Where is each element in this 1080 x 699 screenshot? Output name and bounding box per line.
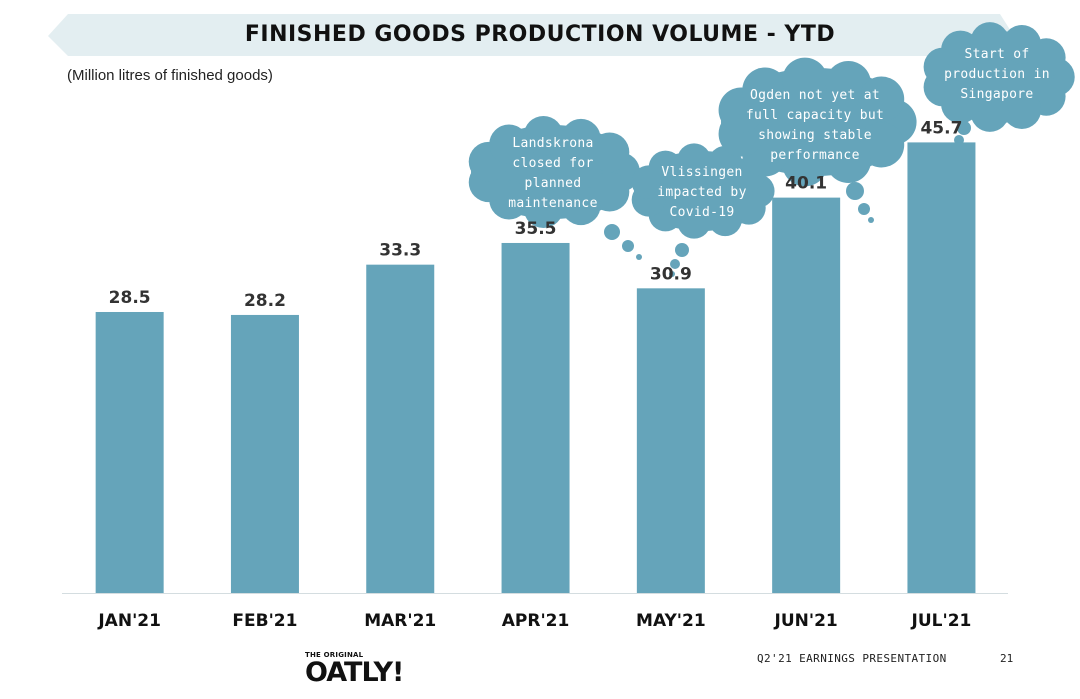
x-tick-label: JAN'21 (97, 611, 161, 631)
annotation-line: Covid-19 (669, 205, 735, 220)
x-tick-label: MAY'21 (636, 611, 706, 631)
annotation-singapore-text: Start of production in Singapore (930, 45, 1064, 105)
bar (366, 264, 435, 593)
x-tick-label: MAR'21 (364, 611, 436, 631)
annotation-line: production in (944, 67, 1050, 82)
bar (501, 242, 570, 593)
annotation-line: closed for (512, 156, 594, 171)
logo-wordmark: OATLY! (305, 657, 404, 688)
data-label: 28.2 (244, 291, 286, 311)
annotation-ogden-text: Ogden not yet at full capacity but showi… (726, 86, 904, 166)
annotation-landskrona-text: Landskrona closed for planned maintenanc… (476, 134, 630, 214)
annotation-line: planned (524, 176, 582, 191)
logo-tagline: THE ORIGINAL (305, 651, 364, 659)
data-label: 35.5 (515, 219, 557, 239)
data-label: 40.1 (785, 174, 827, 194)
bar (95, 311, 164, 593)
presentation-label: Q2'21 EARNINGS PRESENTATION (757, 652, 947, 665)
x-tick-label: APR'21 (502, 611, 570, 631)
bar (230, 314, 299, 593)
data-label: 33.3 (379, 241, 421, 261)
annotation-line: showing stable (758, 128, 872, 143)
annotation-vlissingen-text: Vlissingen impacted by Covid-19 (634, 163, 770, 223)
x-tick-label: FEB'21 (232, 611, 297, 631)
bar (636, 288, 705, 593)
annotation-landskrona-bubble (468, 115, 642, 260)
bar (772, 197, 841, 593)
unit-label: (Million litres of finished goods) (67, 67, 273, 84)
page-title: FINISHED GOODS PRODUCTION VOLUME - YTD (244, 22, 836, 47)
data-label: 28.5 (109, 288, 151, 308)
annotation-line: impacted by (657, 185, 747, 200)
title-banner (48, 14, 1014, 56)
annotation-line: Start of (964, 47, 1030, 62)
bar (907, 142, 976, 593)
annotation-line: Landskrona (512, 136, 594, 151)
annotation-singapore-bubble (923, 22, 1075, 152)
annotation-ogden-bubble (718, 57, 917, 223)
oatly-logo: THE ORIGINAL OATLY! (305, 651, 411, 688)
page-number: 21 (1000, 652, 1014, 665)
data-label: 30.9 (650, 264, 692, 284)
annotation-line: Singapore (960, 87, 1034, 102)
annotation-line: Vlissingen (661, 165, 743, 180)
annotation-line: maintenance (508, 196, 598, 211)
annotation-line: performance (770, 148, 860, 163)
x-tick-label: JUN'21 (774, 611, 838, 631)
annotation-line: Ogden not yet at (749, 88, 881, 103)
annotation-line: full capacity but (745, 108, 885, 123)
data-label: 45.7 (920, 118, 962, 138)
x-tick-label: JUL'21 (911, 611, 972, 631)
